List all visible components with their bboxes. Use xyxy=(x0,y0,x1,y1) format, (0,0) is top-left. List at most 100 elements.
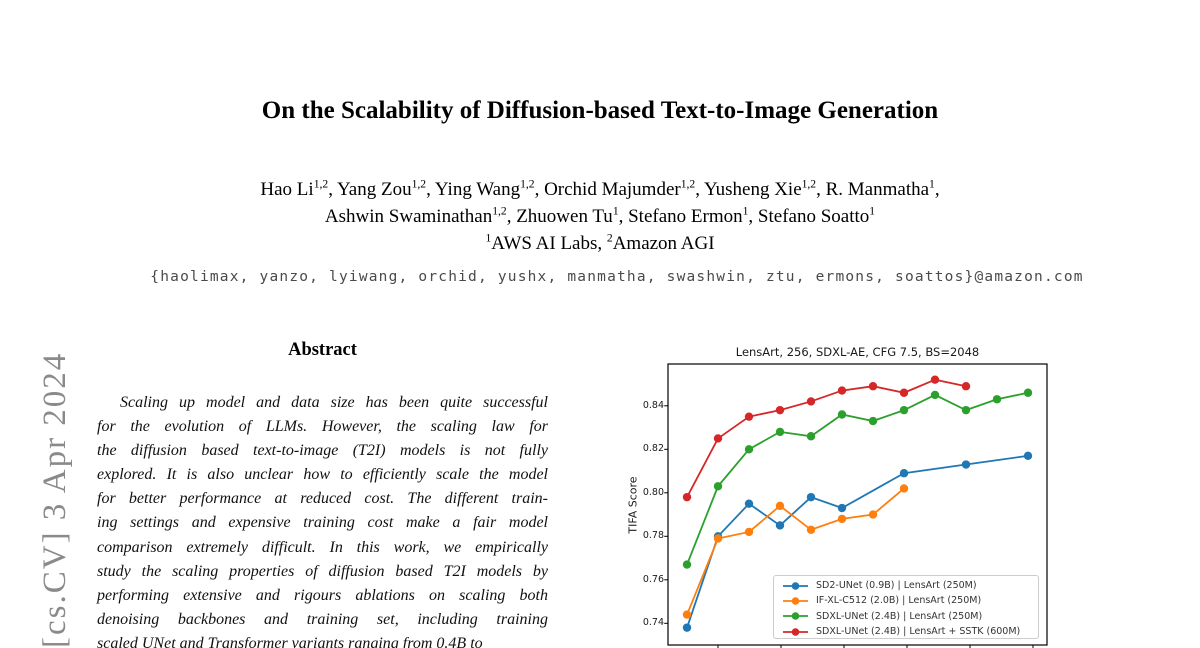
author-name-text: , Stefano Ermon xyxy=(618,206,743,227)
legend-label: SD2-UNet (0.9B) | LensArt (250M) xyxy=(816,580,977,592)
data-point xyxy=(1023,451,1033,461)
data-point xyxy=(744,499,754,508)
abstract-line: performing extensive and rigours ablatio… xyxy=(97,586,548,604)
legend-label: SDXL-UNet (2.4B) | LensArt + SSTK (600M) xyxy=(816,626,1021,638)
data-point xyxy=(682,560,692,569)
author-name-text: , Stefano Soatto xyxy=(748,206,870,227)
data-point xyxy=(744,527,754,537)
plot-frame xyxy=(667,363,1048,646)
legend-label: SDXL-UNet (2.4B) | LensArt (250M) xyxy=(816,610,983,622)
author-name-text: , Yang Zou xyxy=(328,179,412,200)
data-point xyxy=(868,416,878,426)
data-point xyxy=(713,534,723,543)
data-point xyxy=(806,525,816,534)
data-point xyxy=(899,388,909,397)
abstract-line: denoising backbones and training set, in… xyxy=(97,610,548,628)
legend-dot xyxy=(791,627,800,636)
legend-dot xyxy=(791,581,800,590)
data-point xyxy=(899,469,909,478)
abstract-heading: Abstract xyxy=(288,340,357,360)
data-point xyxy=(961,405,971,415)
abstract-line: study the scaling properties of diffusio… xyxy=(97,562,548,580)
y-tick-label: 0.82 xyxy=(642,443,664,455)
series-line xyxy=(686,391,1029,565)
y-tick-label: 0.76 xyxy=(642,573,664,585)
data-point xyxy=(682,492,692,502)
abstract-text: Scaling up model and data size has been … xyxy=(97,391,548,648)
data-point xyxy=(682,610,692,619)
author-block: Hao Li1,2, Yang Zou1,2, Ying Wang1,2, Or… xyxy=(0,176,1200,257)
data-point xyxy=(713,434,723,443)
y-tick-label: 0.84 xyxy=(642,399,664,411)
affiliation-superscript: 1,2 xyxy=(313,177,329,191)
abstract-line: explored. It is also unclear how to effi… xyxy=(97,466,548,484)
abstract-line: for better performance at reduced cost. … xyxy=(97,490,548,508)
data-point xyxy=(775,405,785,415)
data-point xyxy=(899,484,909,493)
affiliation-superscript: 1 xyxy=(742,204,749,218)
legend-row: IF-XL-C512 (2.0B) | LensArt (250M) xyxy=(774,593,1038,608)
legend-dot xyxy=(791,612,800,621)
legend-marker-icon xyxy=(783,597,808,605)
author-name-text: , Ying Wang xyxy=(426,179,521,200)
data-point xyxy=(744,445,754,454)
affiliation-superscript: 1 xyxy=(485,231,492,245)
y-tick-label: 0.80 xyxy=(642,486,664,498)
data-point xyxy=(837,503,847,513)
data-point xyxy=(775,427,785,437)
data-point xyxy=(899,405,909,415)
abstract-line: the diffusion based text-to-image (T2I) … xyxy=(97,442,548,460)
author-line-3: 1AWS AI Labs, 2Amazon AGI xyxy=(0,230,1200,257)
data-point xyxy=(713,482,723,491)
author-name-text: , Yusheng Xie xyxy=(695,179,802,200)
legend-row: SDXL-UNet (2.4B) | LensArt (250M) xyxy=(774,609,1038,624)
author-name-text: Hao Li xyxy=(260,179,314,200)
affiliation-superscript: 1 xyxy=(869,204,876,218)
y-tick-label: 0.78 xyxy=(642,530,664,542)
data-point xyxy=(1023,388,1033,397)
author-name-text: Amazon AGI xyxy=(612,233,715,254)
author-name-text: , Orchid Majumder xyxy=(534,179,681,200)
author-line-1: Hao Li1,2, Yang Zou1,2, Ying Wang1,2, Or… xyxy=(0,176,1200,203)
data-point xyxy=(868,510,878,519)
data-point xyxy=(992,395,1002,404)
data-point xyxy=(868,382,878,391)
data-point xyxy=(775,501,785,511)
legend-marker-icon xyxy=(783,581,808,590)
affiliation-superscript: 1 xyxy=(612,204,619,218)
affiliation-superscript: 1,2 xyxy=(520,177,535,191)
affiliation-superscript: 2 xyxy=(606,231,613,245)
data-point xyxy=(837,410,847,419)
y-tick-label: 0.74 xyxy=(642,617,664,629)
abstract-line: scaled UNet and Transformer variants ran… xyxy=(97,634,483,648)
data-point xyxy=(837,386,847,395)
series-line xyxy=(686,378,967,498)
data-point xyxy=(806,397,816,406)
arxiv-watermark: [cs.CV] 3 Apr 2024 xyxy=(37,351,73,648)
affiliation-superscript: 1,2 xyxy=(411,177,427,191)
abstract-line: comparison extremely difficult. In this … xyxy=(97,538,548,556)
chart-y-axis-label: TIFA Score xyxy=(626,476,640,534)
data-point xyxy=(930,390,940,400)
author-name-text: Ashwin Swaminathan xyxy=(324,206,493,227)
affiliation-superscript: 1 xyxy=(929,177,935,191)
series-line xyxy=(686,487,905,615)
data-point xyxy=(744,412,754,421)
chart-legend: SD2-UNet (0.9B) | LensArt (250M) IF-XL-C5… xyxy=(773,575,1039,639)
affiliation-superscript: 1,2 xyxy=(680,177,696,191)
affiliation-superscript: 1,2 xyxy=(801,177,817,191)
data-point xyxy=(775,521,785,530)
legend-dot xyxy=(791,597,800,605)
email-line: {haolimax, yanzo, lyiwang, orchid, yushx… xyxy=(150,269,1084,285)
legend-row: SD2-UNet (0.9B) | LensArt (250M) xyxy=(774,578,1038,593)
author-line-2: Ashwin Swaminathan1,2, Zhuowen Tu1, Stef… xyxy=(0,203,1200,230)
data-point xyxy=(682,623,692,632)
legend-row: SDXL-UNet (2.4B) | LensArt + SSTK (600M) xyxy=(774,624,1038,639)
abstract-line: for the evolution of LLMs. However, the … xyxy=(97,418,548,436)
legend-marker-icon xyxy=(783,612,808,621)
legend-marker-icon xyxy=(783,627,808,636)
author-name-text: AWS AI Labs, xyxy=(491,233,607,254)
paper-title: On the Scalability of Diffusion-based Te… xyxy=(261,97,939,124)
author-name-text: , R. Manmatha xyxy=(816,179,930,200)
